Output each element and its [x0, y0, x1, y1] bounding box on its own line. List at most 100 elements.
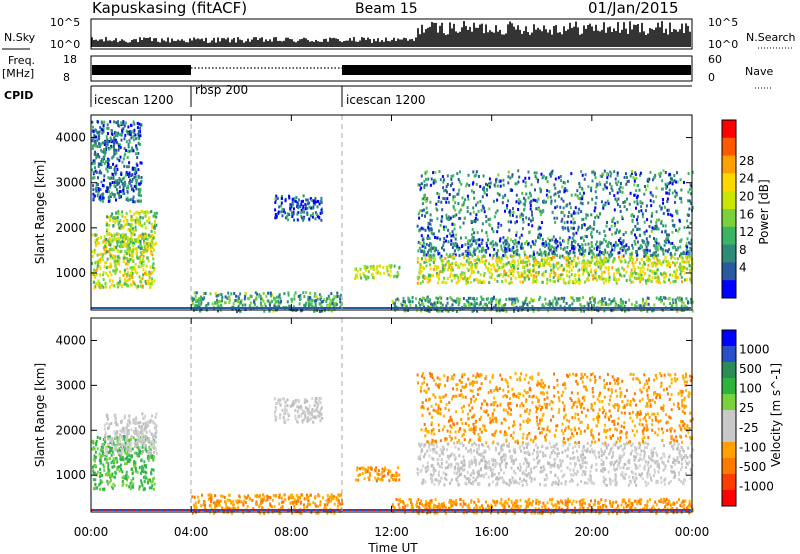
ground-cell	[449, 307, 451, 309]
scatter-cell	[602, 259, 605, 263]
scatter-cell	[136, 121, 139, 125]
scatter-cell	[118, 276, 121, 280]
scatter-cell	[647, 241, 650, 245]
scatter-cell	[467, 261, 470, 265]
ground-cell	[249, 307, 251, 309]
scatter-cell	[549, 245, 552, 249]
scatter-cell	[522, 179, 525, 183]
scatter-cell	[426, 197, 429, 200]
scatter-cell	[653, 251, 656, 255]
scatter-cell	[549, 258, 552, 262]
scatter-cell	[423, 276, 426, 280]
scatter-cell	[514, 240, 517, 244]
scatter-cell	[571, 296, 574, 300]
scatter-cell	[93, 194, 96, 198]
scatter-cell	[485, 188, 488, 192]
scatter-cell	[523, 203, 526, 207]
scatter-cell	[582, 191, 585, 195]
scatter-cell	[525, 260, 528, 264]
scatter-cell	[95, 189, 98, 193]
scatter-cell	[435, 267, 438, 271]
scatter-cell	[136, 218, 139, 222]
ground-cell	[589, 307, 591, 309]
scatter-cell	[488, 207, 491, 211]
scatter-cell	[103, 174, 106, 178]
scatter-cell	[521, 280, 524, 284]
scatter-cell	[419, 262, 422, 266]
scatter-cell	[367, 270, 370, 274]
scatter-cell	[287, 218, 289, 222]
scatter-cell	[119, 190, 122, 194]
scatter-cell	[293, 294, 296, 298]
scatter-cell	[300, 211, 303, 215]
scatter-cell	[105, 271, 108, 275]
scatter-cell	[594, 201, 597, 205]
scatter-cell	[554, 302, 557, 306]
freq-tick-bottom: 8	[63, 71, 70, 84]
ground-cell	[243, 307, 245, 309]
scatter-cell	[533, 256, 536, 260]
scatter-cell	[284, 211, 286, 215]
scatter-cell	[643, 240, 646, 244]
scatter-cell	[544, 262, 547, 265]
scatter-cell	[448, 232, 451, 236]
scatter-cell	[110, 166, 113, 169]
scatter-cell	[656, 218, 658, 222]
scatter-cell	[570, 193, 573, 197]
scatter-cell	[432, 261, 435, 264]
ground-cell	[577, 307, 579, 309]
scatter-cell	[602, 251, 605, 255]
ground-cell	[221, 307, 223, 309]
scatter-cell	[610, 171, 613, 175]
scatter-cell	[502, 254, 505, 258]
scatter-cell	[649, 170, 652, 174]
scatter-cell	[683, 260, 686, 264]
scatter-cell	[535, 271, 537, 275]
scatter-cell	[576, 256, 579, 260]
scatter-cell	[501, 280, 504, 283]
ground-cell	[619, 307, 621, 309]
scatter-cell	[479, 199, 482, 203]
scatter-cell	[146, 219, 149, 223]
scatter-cell	[126, 196, 129, 200]
scatter-cell	[648, 234, 651, 238]
scatter-cell	[124, 233, 126, 237]
scatter-cell	[137, 175, 140, 179]
scatter-cell	[544, 260, 547, 264]
scatter-cell	[559, 243, 562, 247]
scatter-cell	[599, 240, 602, 244]
scatter-cell	[512, 258, 515, 262]
scatter-cell	[650, 214, 653, 218]
scatter-cell	[103, 162, 106, 165]
scatter-cell	[669, 251, 672, 255]
scatter-cell	[485, 297, 488, 301]
scatter-cell	[680, 188, 683, 192]
scatter-cell	[671, 273, 674, 277]
scatter-cell	[672, 255, 675, 259]
scatter-cell	[651, 271, 654, 275]
scatter-cell	[462, 297, 465, 300]
scatter-cell	[600, 273, 603, 277]
scatter-cell	[523, 270, 526, 274]
ground-cell	[683, 307, 685, 309]
scatter-cell	[594, 176, 597, 180]
scatter-cell	[613, 208, 616, 212]
scatter-cell	[112, 219, 115, 223]
scatter-cell	[258, 293, 261, 297]
scatter-cell	[587, 271, 590, 275]
scatter-cell	[626, 197, 628, 201]
scatter-cell	[133, 212, 135, 216]
scatter-cell	[685, 252, 688, 256]
scatter-cell	[636, 215, 639, 219]
scatter-cell	[554, 206, 557, 210]
scatter-cell	[504, 193, 507, 197]
scatter-cell	[584, 280, 587, 284]
scatter-cell	[514, 276, 517, 280]
scatter-cell	[493, 277, 496, 281]
scatter-cell	[654, 226, 657, 230]
scatter-cell	[105, 135, 108, 139]
scatter-cell	[136, 126, 139, 130]
scatter-cell	[625, 182, 628, 186]
scatter-cell	[106, 161, 109, 165]
scatter-cell	[120, 121, 123, 125]
